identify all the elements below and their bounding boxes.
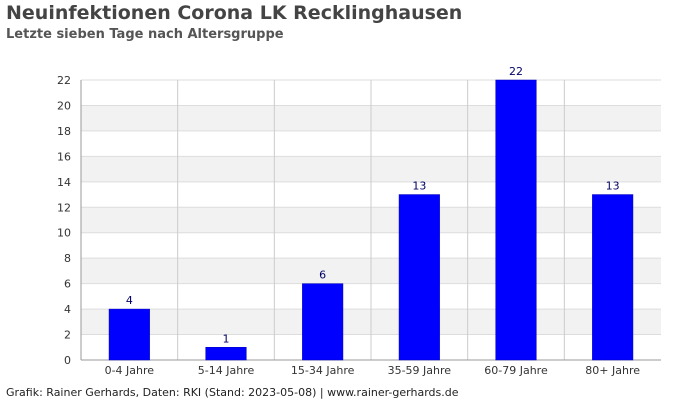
y-axis-ticks: 0 2 4 6 8 10 12 14 16 18 20 22 xyxy=(57,74,71,367)
bar xyxy=(302,283,344,361)
vertical-gridlines xyxy=(177,80,565,360)
y-tick-label: 6 xyxy=(64,278,71,291)
data-label: 1 xyxy=(223,332,230,345)
y-tick-label: 14 xyxy=(57,176,71,189)
data-label: 4 xyxy=(126,294,133,307)
y-tick-label: 10 xyxy=(57,227,71,240)
x-tick-label: 5-14 Jahre xyxy=(198,364,255,377)
bars xyxy=(108,79,634,361)
bar xyxy=(205,347,247,361)
footer-credit: Grafik: Rainer Gerhards, Daten: RKI (Sta… xyxy=(6,386,459,399)
x-tick-label: 0-4 Jahre xyxy=(105,364,155,377)
bar xyxy=(495,79,537,361)
y-tick-label: 2 xyxy=(64,329,71,342)
y-tick-label: 8 xyxy=(64,252,71,265)
data-label: 13 xyxy=(606,180,620,193)
y-tick-label: 20 xyxy=(57,99,71,112)
x-tick-label: 15-34 Jahre xyxy=(291,364,355,377)
y-tick-label: 12 xyxy=(57,201,71,214)
chart-title: Neuinfektionen Corona LK Recklinghausen xyxy=(6,2,463,24)
y-tick-label: 16 xyxy=(57,150,71,163)
x-tick-label: 60-79 Jahre xyxy=(484,364,548,377)
y-tick-label: 0 xyxy=(64,354,71,367)
x-tick-label: 35-59 Jahre xyxy=(388,364,452,377)
x-axis-ticks: 0-4 Jahre 5-14 Jahre 15-34 Jahre 35-59 Jahr… xyxy=(105,364,641,377)
data-label: 6 xyxy=(319,269,326,282)
data-label: 13 xyxy=(412,180,426,193)
y-tick-label: 22 xyxy=(57,74,71,87)
bar xyxy=(592,194,634,361)
data-label: 22 xyxy=(509,65,523,78)
bar xyxy=(108,308,150,361)
chart-subtitle: Letzte sieben Tage nach Altersgruppe xyxy=(6,27,284,42)
x-tick-label: 80+ Jahre xyxy=(585,364,640,377)
axes xyxy=(80,80,661,361)
y-tick-label: 18 xyxy=(57,125,71,138)
bar xyxy=(398,194,440,361)
y-tick-label: 4 xyxy=(64,303,71,316)
data-labels: 4 1 6 13 22 13 xyxy=(126,65,620,345)
